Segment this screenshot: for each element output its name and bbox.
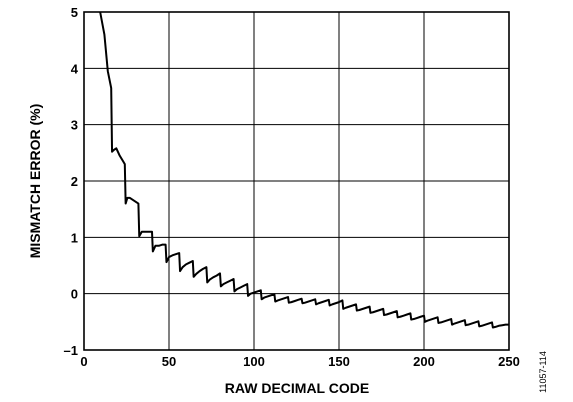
x-tick-label: 50 — [162, 354, 176, 369]
x-tick-label: 100 — [243, 354, 265, 369]
y-tick-label: 5 — [71, 5, 78, 20]
y-tick-label: 1 — [71, 230, 78, 245]
x-tick-label: 250 — [498, 354, 520, 369]
y-tick-label: 4 — [71, 61, 79, 76]
y-tick-label: –1 — [64, 343, 78, 358]
x-tick-labels: 0 50 100 150 200 250 — [80, 354, 519, 369]
x-tick-label: 200 — [413, 354, 435, 369]
x-tick-label: 150 — [328, 354, 350, 369]
plot-frame — [83, 11, 510, 351]
x-tick-label: 0 — [80, 354, 87, 369]
y-tick-label: 0 — [71, 287, 78, 302]
grid — [83, 11, 510, 351]
series-line — [99, 11, 509, 329]
y-tick-label: 2 — [71, 174, 78, 189]
x-axis-label: RAW DECIMAL CODE — [225, 380, 369, 396]
figure-id: 11057-114 — [538, 351, 548, 393]
y-tick-labels: –1 0 1 2 3 4 5 — [64, 5, 79, 358]
y-axis-label: MISMATCH ERROR (%) — [27, 104, 43, 259]
y-tick-label: 3 — [71, 118, 78, 133]
